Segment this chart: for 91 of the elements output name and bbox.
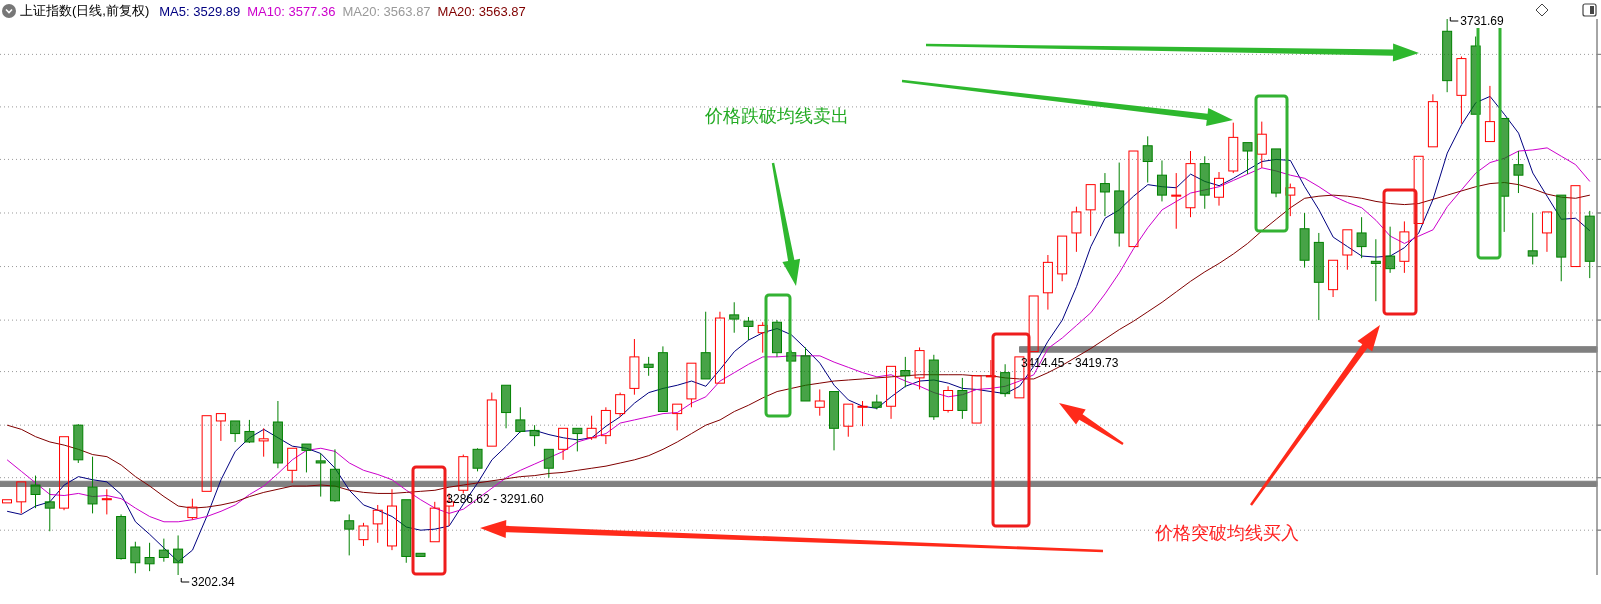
candlestick bbox=[1299, 212, 1310, 269]
candlestick bbox=[386, 488, 397, 551]
candlestick bbox=[1385, 226, 1396, 274]
candlestick bbox=[971, 375, 982, 424]
candlestick bbox=[301, 443, 312, 473]
text: MA20: 3563.87 bbox=[437, 3, 526, 19]
candlestick bbox=[771, 319, 782, 358]
candlestick bbox=[843, 403, 854, 438]
candlestick bbox=[1156, 159, 1167, 202]
candlestick bbox=[1356, 216, 1367, 259]
candlestick bbox=[1142, 135, 1153, 184]
candlestick bbox=[1000, 363, 1011, 398]
candlestick bbox=[1370, 238, 1381, 302]
candlestick bbox=[657, 345, 668, 412]
candlestick bbox=[1085, 184, 1096, 237]
candlestick bbox=[957, 377, 968, 420]
candlestick bbox=[1313, 232, 1324, 321]
candlestick bbox=[985, 359, 996, 378]
candlestick bbox=[1556, 194, 1567, 282]
candlestick bbox=[714, 311, 725, 384]
candlestick bbox=[1427, 93, 1438, 148]
legend-label: MA20: 3563.87 bbox=[342, 3, 431, 19]
candlestick bbox=[1214, 171, 1225, 207]
candlestick bbox=[173, 534, 184, 575]
candlestick bbox=[558, 427, 569, 461]
candlestick bbox=[1114, 162, 1125, 248]
candlestick bbox=[643, 356, 654, 377]
candlestick bbox=[144, 542, 155, 572]
candlestick bbox=[1199, 155, 1210, 210]
candlestick bbox=[1484, 85, 1495, 143]
candlestick bbox=[1570, 185, 1581, 268]
candlestick bbox=[600, 406, 611, 445]
candlestick bbox=[258, 427, 269, 458]
candlestick bbox=[900, 356, 911, 388]
candlestick bbox=[59, 436, 70, 511]
candlestick bbox=[501, 384, 512, 429]
candlestick bbox=[415, 552, 426, 557]
candlestick bbox=[44, 487, 55, 532]
candlestick bbox=[1185, 150, 1196, 218]
candlestick bbox=[829, 391, 840, 451]
candlestick bbox=[344, 513, 355, 556]
candlestick bbox=[743, 316, 754, 341]
candlestick bbox=[1541, 211, 1552, 253]
annotation: 价格突破均线买入 bbox=[1155, 522, 1299, 545]
candlestick bbox=[1342, 229, 1353, 271]
candlestick bbox=[1513, 150, 1524, 194]
candlestick bbox=[287, 447, 298, 484]
chart-title: 上证指数(日线,前复权) bbox=[20, 2, 150, 20]
candlestick bbox=[230, 420, 241, 443]
candlestick bbox=[814, 388, 825, 417]
candlestick bbox=[16, 481, 27, 514]
annotation: 3202.34 bbox=[191, 575, 235, 589]
candlestick bbox=[1442, 19, 1453, 93]
candlestick bbox=[201, 415, 212, 492]
candlestick bbox=[857, 400, 868, 427]
text: MA5: 3529.89 bbox=[159, 3, 241, 19]
candlestick bbox=[401, 499, 412, 564]
candlestick bbox=[73, 424, 84, 464]
candlestick bbox=[1328, 259, 1339, 298]
candlestick bbox=[672, 403, 683, 431]
annotation: 价格跌破均线卖出 bbox=[705, 105, 849, 128]
candlestick bbox=[372, 504, 383, 544]
candlestick bbox=[1128, 150, 1139, 248]
candlestick bbox=[1456, 55, 1467, 125]
candlestick bbox=[1171, 172, 1182, 230]
annotation: 3731.69 bbox=[1460, 14, 1504, 28]
candlestick bbox=[1099, 172, 1110, 217]
candlestick bbox=[1042, 254, 1053, 311]
candlestick bbox=[272, 400, 283, 469]
candlestick bbox=[572, 427, 583, 452]
text: MA10: 3577.36 bbox=[247, 3, 336, 19]
candlestick bbox=[629, 338, 640, 396]
candlestick bbox=[700, 311, 711, 380]
candlestick bbox=[529, 424, 540, 447]
candlestick bbox=[800, 346, 811, 402]
candlestick bbox=[1242, 142, 1253, 175]
candlestick bbox=[1399, 220, 1410, 274]
candlestick bbox=[1413, 155, 1424, 224]
candlestick bbox=[586, 415, 597, 441]
candlestick bbox=[215, 413, 226, 442]
candlestick bbox=[729, 301, 740, 334]
candlestick bbox=[116, 513, 127, 560]
candlestick bbox=[329, 448, 340, 502]
candlestick bbox=[2, 499, 12, 504]
candlestick bbox=[1271, 148, 1282, 198]
candlestick bbox=[943, 385, 954, 414]
candlestick bbox=[886, 365, 897, 420]
candlestick bbox=[515, 406, 526, 432]
candlestick bbox=[101, 488, 112, 515]
candlestick bbox=[543, 448, 554, 479]
candlestick bbox=[615, 392, 626, 418]
